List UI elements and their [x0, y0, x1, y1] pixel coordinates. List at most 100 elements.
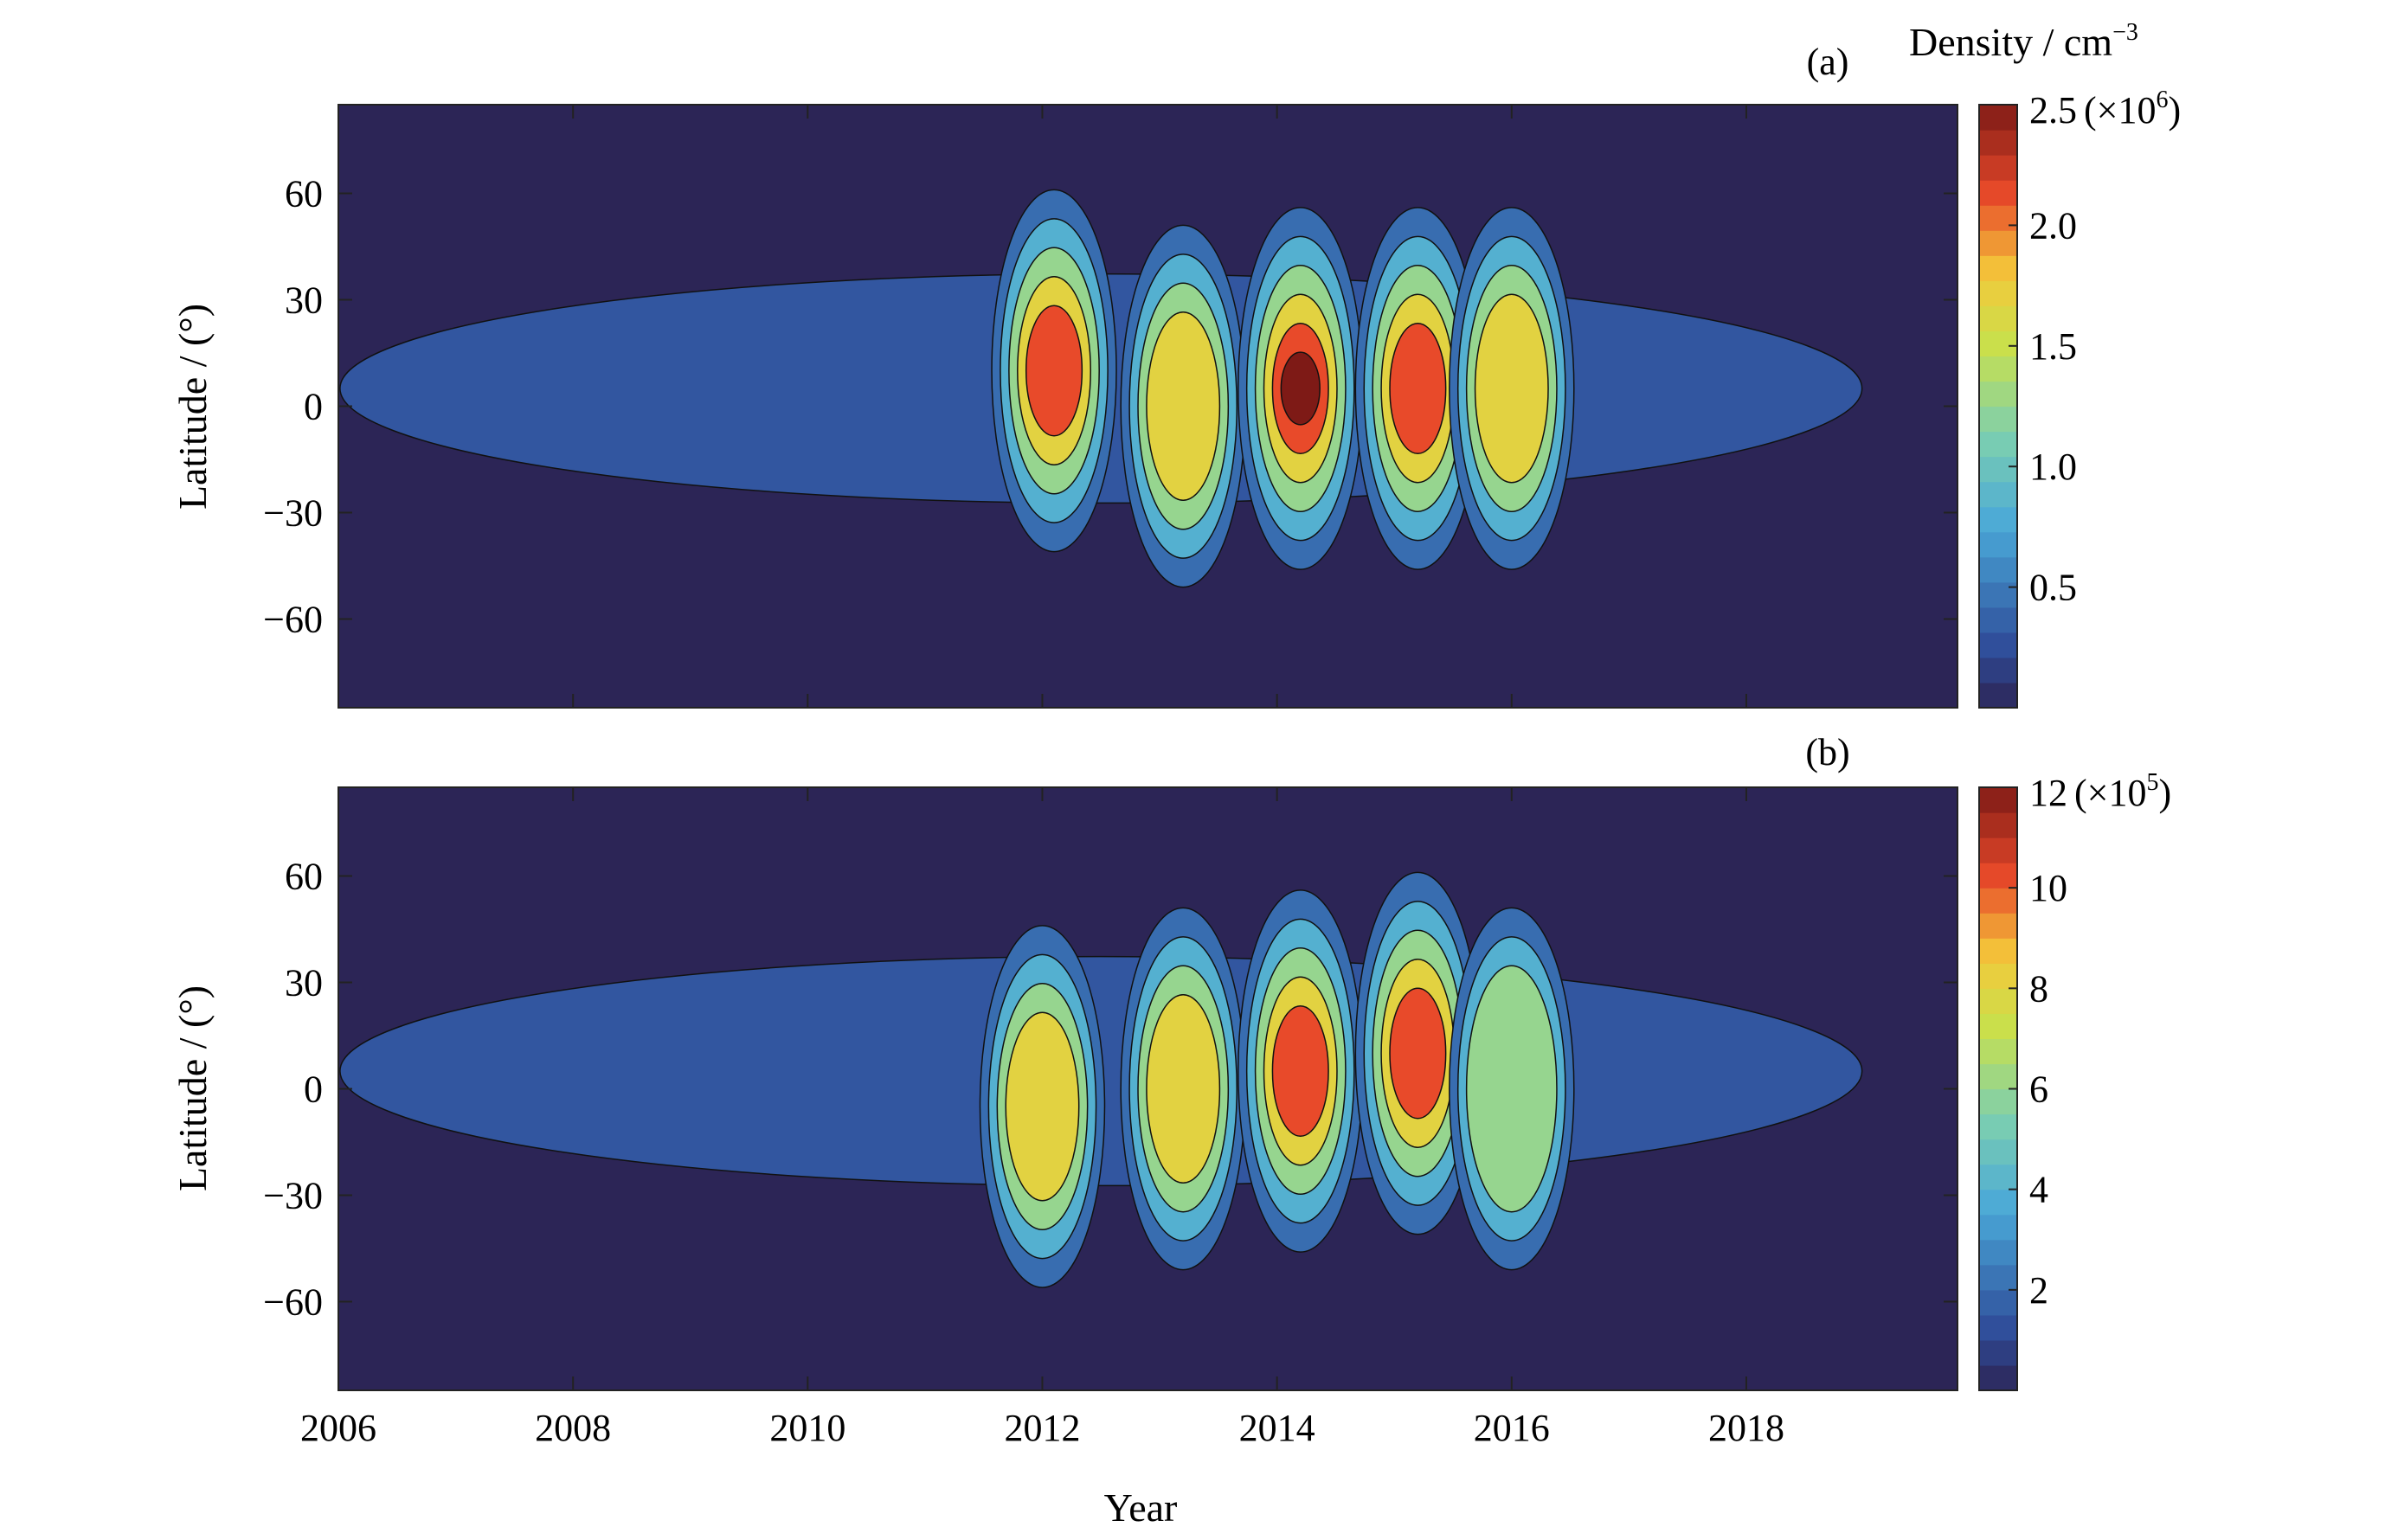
colorbar-b: 2 4 6 8 10 12 (×105) [1978, 769, 2171, 1391]
y-tick-label: −60 [263, 599, 323, 641]
contour-level [1389, 987, 1447, 1120]
colorbar-segment [1979, 230, 2017, 256]
colorbar-segment [1979, 1289, 2017, 1316]
contour-level [1280, 351, 1321, 426]
colorbar-segment [1979, 1214, 2017, 1241]
colorbar-segment [1979, 837, 2017, 863]
y-tick-label: 0 [304, 1068, 323, 1111]
colorbar-frame [1978, 104, 2018, 709]
colorbar-title: Density / cm−3 [1909, 19, 2138, 64]
colorbar-tick-label: 2.5 (×106) [2029, 87, 2181, 132]
colorbar-tick-label: 8 [2029, 967, 2048, 1010]
colorbar-segment [1979, 105, 2017, 131]
colorbar-segment [1979, 280, 2017, 306]
colorbar-segment [1979, 682, 2017, 709]
y-tick-label: −60 [263, 1281, 323, 1324]
panel-label-b: (b) [1805, 731, 1849, 773]
y-tick-label: 60 [285, 856, 323, 898]
y-tick-label: 0 [304, 386, 323, 428]
y-tick-label: 30 [285, 962, 323, 1004]
x-tick-label: 2012 [1004, 1407, 1080, 1449]
contour-level [1146, 311, 1221, 501]
colorbar-segment [1979, 1364, 2017, 1391]
colorbar-segment [1979, 1013, 2017, 1040]
colorbar-segment [1979, 938, 2017, 964]
colorbar-segment [1979, 606, 2017, 633]
colorbar-segment [1979, 531, 2017, 558]
colorbar-segment [1979, 1113, 2017, 1140]
colorbar-segment [1979, 556, 2017, 583]
colorbar-segment [1979, 356, 2017, 382]
colorbar-segment [1979, 787, 2017, 813]
x-tick-label: 2016 [1474, 1407, 1550, 1449]
colorbar-segment [1979, 255, 2017, 281]
y-tick-label: 60 [285, 173, 323, 215]
colorbar-segment [1979, 988, 2017, 1014]
colorbar-segment [1979, 431, 2017, 458]
colorbar-segment [1979, 456, 2017, 483]
x-tick-label: 2010 [769, 1407, 845, 1449]
colorbar-tick-label: 6 [2029, 1068, 2048, 1111]
y-axis-label-b: Latitude / (°) [170, 985, 215, 1191]
y-tick-label: 30 [285, 279, 323, 322]
contour-level [1146, 994, 1221, 1184]
colorbar-tick-label: 1.5 [2029, 325, 2077, 368]
y-ticks-a: 60 30 0 −30 −60 [263, 173, 1958, 641]
colorbar-tick-label: 12 (×105) [2029, 769, 2171, 814]
colorbar-a: 0.5 1.0 1.5 2.0 2.5 (×106) [1978, 87, 2181, 709]
colorbar-segment [1979, 330, 2017, 357]
panel-a: 60 30 0 −30 −60 (a) Latitude / (°) 0.5 1.0 1.5… [170, 41, 2181, 709]
colorbar-segment [1979, 381, 2017, 407]
x-tick-label: 2008 [535, 1407, 611, 1449]
x-tick-label: 2014 [1239, 1407, 1315, 1449]
y-ticks-b: 60 30 0 −30 −60 [263, 856, 1958, 1324]
colorbar-segment [1979, 1063, 2017, 1090]
colorbar-segment [1979, 1139, 2017, 1165]
colorbar-segment [1979, 1239, 2017, 1266]
colorbar-segment [1979, 1164, 2017, 1190]
colorbar-tick-label: 2.0 [2029, 204, 2077, 247]
x-tick-label: 2006 [300, 1407, 376, 1449]
colorbar-segment [1979, 863, 2017, 889]
colorbar-segment [1979, 888, 2017, 914]
colorbar-segment [1979, 632, 2017, 658]
colorbar-segment [1979, 1038, 2017, 1065]
colorbar-segment [1979, 1189, 2017, 1216]
panel-b: 60 30 0 −30 −60 2006 2008 2010 2012 2014 2016 2018… [170, 731, 2171, 1449]
y-tick-label: −30 [263, 1175, 323, 1217]
colorbar-tick-label: 1.0 [2029, 446, 2077, 488]
colorbar-segment [1979, 657, 2017, 683]
colorbar-segment [1979, 155, 2017, 181]
x-ticks-b: 2006 2008 2010 2012 2014 2016 2018 [300, 787, 1784, 1449]
colorbar-segment [1979, 1264, 2017, 1291]
colorbar-segment [1979, 913, 2017, 939]
colorbar-segment [1979, 130, 2017, 156]
colorbar-segment [1979, 205, 2017, 231]
contour-level [1025, 305, 1083, 437]
colorbar-tick-label: 10 [2029, 867, 2067, 909]
panel-label-a: (a) [1807, 41, 1849, 83]
contour-level [1465, 965, 1558, 1213]
colorbar-tick-label: 0.5 [2029, 567, 2077, 609]
contour-field-a [339, 189, 1863, 588]
colorbar-segment [1979, 180, 2017, 206]
contour-level [1474, 293, 1549, 484]
x-tick-label: 2018 [1708, 1407, 1784, 1449]
contour-field-b [339, 871, 1863, 1288]
colorbar-segment [1979, 812, 2017, 838]
colorbar-segment [1979, 963, 2017, 989]
colorbar-segment [1979, 506, 2017, 533]
x-axis-label: Year [1104, 1485, 1178, 1530]
colorbar-segment [1979, 406, 2017, 433]
contour-level [1389, 322, 1447, 455]
colorbar-segment [1979, 581, 2017, 608]
x-ticks-a [338, 105, 1747, 708]
colorbar-segment [1979, 305, 2017, 331]
colorbar-segment [1979, 481, 2017, 508]
colorbar-tick-label: 2 [2029, 1269, 2048, 1312]
colorbar-segment [1979, 1339, 2017, 1366]
y-axis-label-a: Latitude / (°) [170, 304, 215, 510]
colorbar-segment [1979, 1314, 2017, 1341]
colorbar-tick-label: 4 [2029, 1169, 2048, 1211]
